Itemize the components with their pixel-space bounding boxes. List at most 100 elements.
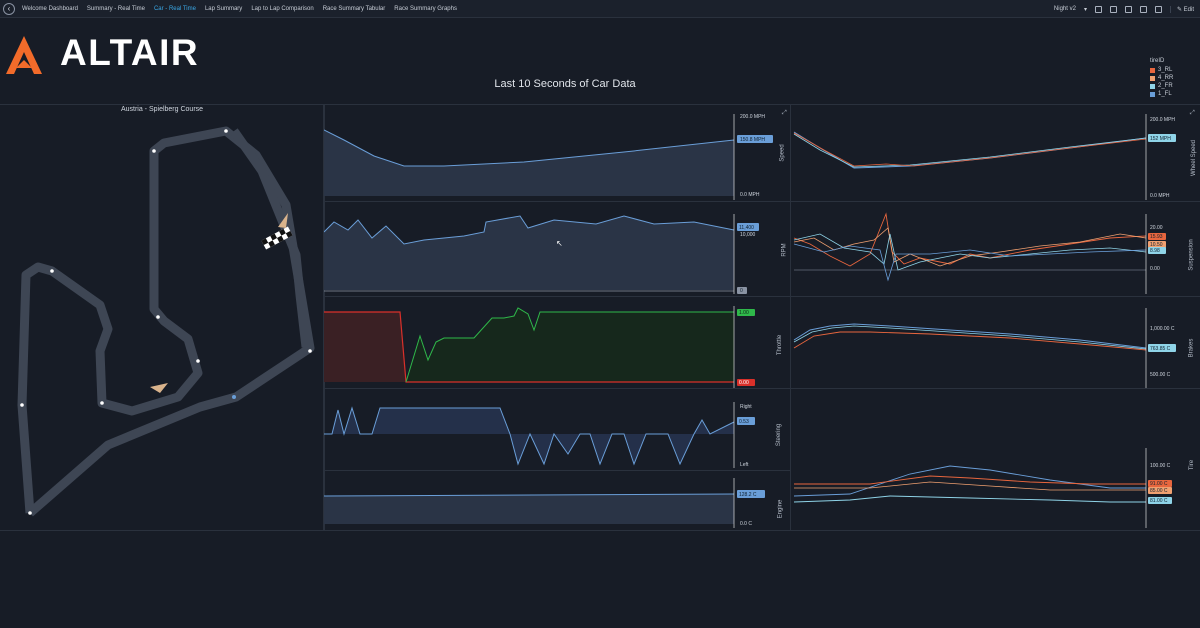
- page-title: Last 10 Seconds of Car Data: [494, 78, 636, 90]
- track-marker: [224, 129, 228, 133]
- clock-icon[interactable]: [1109, 5, 1117, 13]
- track-marker: [20, 403, 24, 407]
- engine-axis-bottom: 0.0 C: [740, 521, 752, 527]
- rpm-current: 11,400: [739, 225, 754, 231]
- dashboard-tabs: Welcome Dashboard Summary - Real Time Car …: [22, 0, 457, 18]
- brake-line: [324, 311, 734, 383]
- track-marker: [308, 349, 312, 353]
- legend-label: 2_FR: [1158, 83, 1173, 89]
- altair-logo: [6, 36, 42, 74]
- steering-axis-top: Right: [740, 404, 752, 410]
- tires-value-1: 91.00 C: [1150, 481, 1168, 487]
- direction-arrow-icon: [150, 383, 168, 393]
- speed-axis-top: 200.0 MPH: [740, 114, 765, 120]
- track-marker: [152, 149, 156, 153]
- throttle-area: [406, 308, 734, 382]
- rpm-axis-bottom: 0: [740, 288, 743, 294]
- suspension-fl: [793, 243, 1147, 282]
- track-marker: [156, 315, 160, 319]
- legend-label: 4_RR: [1158, 75, 1174, 81]
- suspension-rl: [793, 212, 1147, 267]
- document-icon[interactable]: [1124, 5, 1132, 13]
- steering-side-label: Steering: [776, 423, 783, 447]
- expand-icon: ⤢: [782, 109, 787, 116]
- bookmark-icon[interactable]: [1139, 5, 1147, 13]
- legend-swatch: [1150, 91, 1155, 97]
- tires-fl: [793, 465, 1146, 497]
- wheel-speed-side-label: Wheel Speed: [1191, 139, 1198, 177]
- top-right-controls: Night v2 ▾ ✎ Edit: [1054, 0, 1194, 18]
- speed-axis-bottom: 0.0 MPH: [740, 192, 760, 198]
- theme-selector[interactable]: Night v2: [1053, 6, 1076, 12]
- tires-fr: [793, 495, 1146, 503]
- brakes-fr: [793, 325, 1147, 350]
- tires-rr: [794, 481, 1146, 491]
- suspension-value-1: 15.93: [1150, 234, 1163, 240]
- tab-lap-to-lap-comparison[interactable]: Lap to Lap Comparison: [251, 6, 314, 12]
- car-charts-left: 200.0 MPH 0.0 MPH 150.8 MPH ⤢ 11,400 10,…: [324, 109, 787, 528]
- expand-icon: ⤢: [1190, 109, 1195, 116]
- rpm-line: [324, 215, 735, 245]
- legend-swatch: [1150, 83, 1155, 89]
- rpm-area: [324, 216, 734, 290]
- legend-label: 1_FL: [1158, 91, 1172, 97]
- refresh-icon[interactable]: [1094, 5, 1102, 13]
- throttle-axis-bottom: 0.00: [739, 380, 749, 386]
- track-marker: [28, 511, 32, 515]
- suspension-axis-bottom: 0.00: [1150, 266, 1160, 272]
- throttle-brake-area: [324, 312, 406, 382]
- engine-area: [324, 494, 734, 524]
- chevron-down-icon[interactable]: ▾: [1083, 6, 1087, 13]
- wheel-speed-axis-bottom: 0.0 MPH: [1150, 193, 1170, 199]
- engine-side-label: Engine: [777, 499, 784, 519]
- legend-title: tireID: [1150, 58, 1165, 64]
- bell-icon[interactable]: [1154, 5, 1162, 13]
- throttle-line: [405, 307, 734, 383]
- track-map-panel: [0, 104, 324, 530]
- track-map: [17, 126, 315, 517]
- direction-arrow-icon: [278, 213, 288, 228]
- car-charts-right: 200.0 MPH 0.0 MPH 152 MPH ⤢ 20.00 0.00 1…: [793, 109, 1195, 528]
- tires-value-3: 81.00 C: [1150, 498, 1168, 504]
- steering-axis-bottom: Left: [740, 462, 749, 468]
- legend-label: 3_RL: [1158, 67, 1173, 73]
- brand-name: ALTAIR: [60, 32, 200, 73]
- legend-swatch: [1150, 67, 1155, 73]
- wheel-speed-axis-top: 200.0 MPH: [1150, 117, 1175, 123]
- steering-line: [324, 406, 735, 466]
- edit-button[interactable]: ✎ Edit: [1169, 5, 1194, 13]
- legend-item[interactable]: 2_FR: [1150, 82, 1173, 90]
- tab-welcome-dashboard[interactable]: Welcome Dashboard: [22, 6, 78, 12]
- engine-line: [324, 493, 735, 497]
- tires-rl: [794, 475, 1146, 485]
- brakes-rl: [793, 331, 1147, 351]
- tab-race-summary-tabular[interactable]: Race Summary Tabular: [322, 6, 386, 12]
- speed-line: [324, 129, 735, 167]
- engine-current: 128.2 C: [739, 492, 757, 498]
- speed-side-label: Speed: [779, 144, 786, 162]
- checkered-flag-icon: [261, 226, 293, 250]
- tab-lap-summary[interactable]: Lap Summary: [204, 6, 243, 12]
- throttle-side-label: Throttle: [777, 334, 784, 356]
- back-arrow-icon[interactable]: ‹: [3, 3, 15, 15]
- suspension-fr: [793, 233, 1147, 271]
- tab-summary-real-time[interactable]: Summary - Real Time: [86, 6, 145, 12]
- brakes-axis-top: 1,000.00 C: [1150, 326, 1175, 332]
- suspension-axis-top: 20.00: [1150, 225, 1163, 231]
- legend-swatch: [1150, 75, 1155, 81]
- tab-race-summary-graphs[interactable]: Race Summary Graphs: [394, 6, 457, 12]
- top-nav-bar: ‹ Welcome Dashboard Summary - Real Time Ca…: [0, 0, 1200, 18]
- throttle-axis-top: 1.00: [739, 310, 749, 316]
- suspension-value-2: 10.50: [1150, 242, 1163, 248]
- tires-axis-top: 100.00 C: [1150, 463, 1171, 469]
- speed-current: 150.8 MPH: [740, 137, 765, 143]
- legend-item[interactable]: 4_RR: [1150, 74, 1173, 82]
- legend-item[interactable]: 3_RL: [1150, 66, 1173, 74]
- legend-item[interactable]: 1_FL: [1150, 90, 1173, 98]
- mouse-cursor-icon: ↖: [556, 239, 563, 248]
- altair-logo-mark: [6, 36, 42, 74]
- rpm-axis-top: 10,000: [740, 232, 756, 238]
- wheel-speed-fr: [793, 133, 1147, 168]
- brakes-axis-bottom: 500.00 C: [1150, 372, 1171, 378]
- tab-car-real-time[interactable]: Car - Real Time: [153, 6, 196, 12]
